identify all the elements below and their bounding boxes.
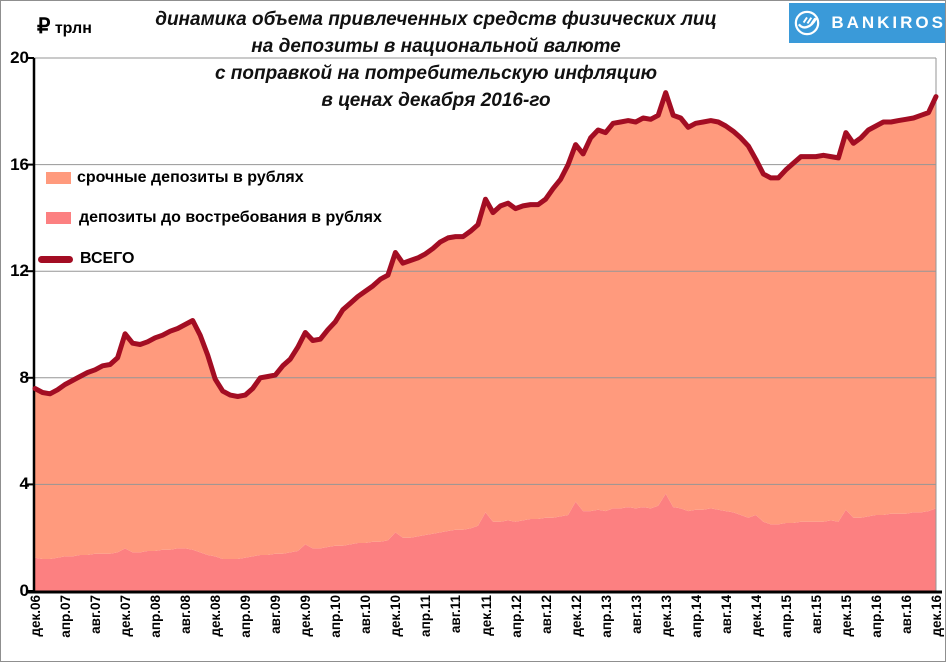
total-line bbox=[32, 90, 939, 399]
bankiros-logo-icon bbox=[794, 10, 820, 36]
legend-label: срочные депозиты в рублях bbox=[77, 169, 304, 186]
x-tick-label-апр.09: апр.09 bbox=[238, 595, 254, 638]
x-tick-label-авг.15: авг.15 bbox=[808, 595, 824, 634]
x-tick-label-дек.16: дек.16 bbox=[929, 595, 944, 637]
x-tick-label-авг.13: авг.13 bbox=[628, 595, 644, 634]
unit-text: трлн bbox=[54, 20, 92, 37]
y-tick-label-8: 8 bbox=[19, 367, 29, 387]
x-tick-label-дек.15: дек.15 bbox=[838, 595, 854, 637]
x-tick-label-апр.16: апр.16 bbox=[868, 595, 884, 638]
x-tick-label-авг.09: авг.09 bbox=[268, 595, 284, 634]
total-line-swatch bbox=[38, 255, 73, 263]
y-axis-unit-label: ₽ трлн bbox=[37, 14, 92, 39]
x-tick-label-апр.10: апр.10 bbox=[328, 595, 344, 638]
demand-deposits-swatch bbox=[46, 212, 71, 224]
legend-item-term-deposits: срочные депозиты в рублях bbox=[46, 169, 304, 187]
x-tick-label-дек.11: дек.11 bbox=[478, 595, 494, 636]
chart-title-line-3: с поправкой на потребительскую инфляцию bbox=[214, 63, 658, 84]
bankiros-logo: BANKIROS bbox=[789, 3, 946, 43]
x-tick-label-апр.11: апр.11 bbox=[418, 595, 434, 637]
x-tick-label-авг.14: авг.14 bbox=[718, 595, 734, 634]
y-tick-label-4: 4 bbox=[19, 474, 29, 494]
legend-label: ВСЕГО bbox=[80, 250, 135, 267]
x-tick-label-апр.15: апр.15 bbox=[778, 595, 794, 638]
x-tick-label-авг.11: авг.11 bbox=[448, 595, 464, 634]
chart-title-line-1: динамика объема привлеченных средств физ… bbox=[155, 9, 717, 30]
chart-title-line-2: на депозиты в национальной валюте bbox=[251, 36, 621, 57]
legend-item-total: ВСЕГО bbox=[38, 250, 134, 268]
chart-title: динамика объема привлеченных средств физ… bbox=[21, 6, 851, 114]
bankiros-logo-text: BANKIROS bbox=[831, 13, 946, 32]
ruble-sign: ₽ bbox=[37, 15, 51, 38]
x-tick-label-апр.07: апр.07 bbox=[58, 595, 74, 638]
y-tick-label-16: 16 bbox=[10, 154, 29, 174]
x-tick-label-апр.08: апр.08 bbox=[148, 595, 164, 638]
x-tick-label-дек.07: дек.07 bbox=[118, 595, 134, 637]
x-tick-label-авг.16: авг.16 bbox=[898, 595, 914, 634]
demand-deposits-area bbox=[35, 493, 936, 591]
x-tick-label-дек.13: дек.13 bbox=[658, 595, 674, 637]
x-tick-label-дек.06: дек.06 bbox=[28, 595, 43, 637]
chart-title-line-4: в ценах декабря 2016-го bbox=[321, 90, 551, 111]
x-tick-label-авг.08: авг.08 bbox=[178, 595, 194, 634]
x-tick-label-апр.14: апр.14 bbox=[688, 595, 704, 638]
y-tick-label-20: 20 bbox=[10, 48, 29, 67]
x-tick-label-апр.12: апр.12 bbox=[508, 595, 524, 638]
x-tick-label-дек.12: дек.12 bbox=[568, 595, 584, 637]
x-tick-label-дек.10: дек.10 bbox=[388, 595, 404, 637]
x-tick-label-авг.10: авг.10 bbox=[358, 595, 374, 634]
x-tick-label-апр.13: апр.13 bbox=[598, 595, 614, 638]
legend-item-demand-deposits: депозиты до востребования в рублях bbox=[46, 209, 382, 227]
y-tick-label-0: 0 bbox=[19, 581, 29, 600]
term-deposits-swatch bbox=[46, 172, 71, 184]
term-deposits-area bbox=[35, 92, 936, 559]
x-tick-label-дек.09: дек.09 bbox=[298, 595, 314, 637]
x-tick-label-авг.12: авг.12 bbox=[538, 595, 554, 634]
x-tick-label-авг.07: авг.07 bbox=[88, 595, 104, 634]
x-tick-label-дек.08: дек.08 bbox=[208, 595, 224, 637]
x-tick-label-дек.14: дек.14 bbox=[748, 595, 764, 637]
y-tick-label-12: 12 bbox=[10, 261, 29, 281]
legend-label: депозиты до востребования в рублях bbox=[79, 209, 382, 226]
